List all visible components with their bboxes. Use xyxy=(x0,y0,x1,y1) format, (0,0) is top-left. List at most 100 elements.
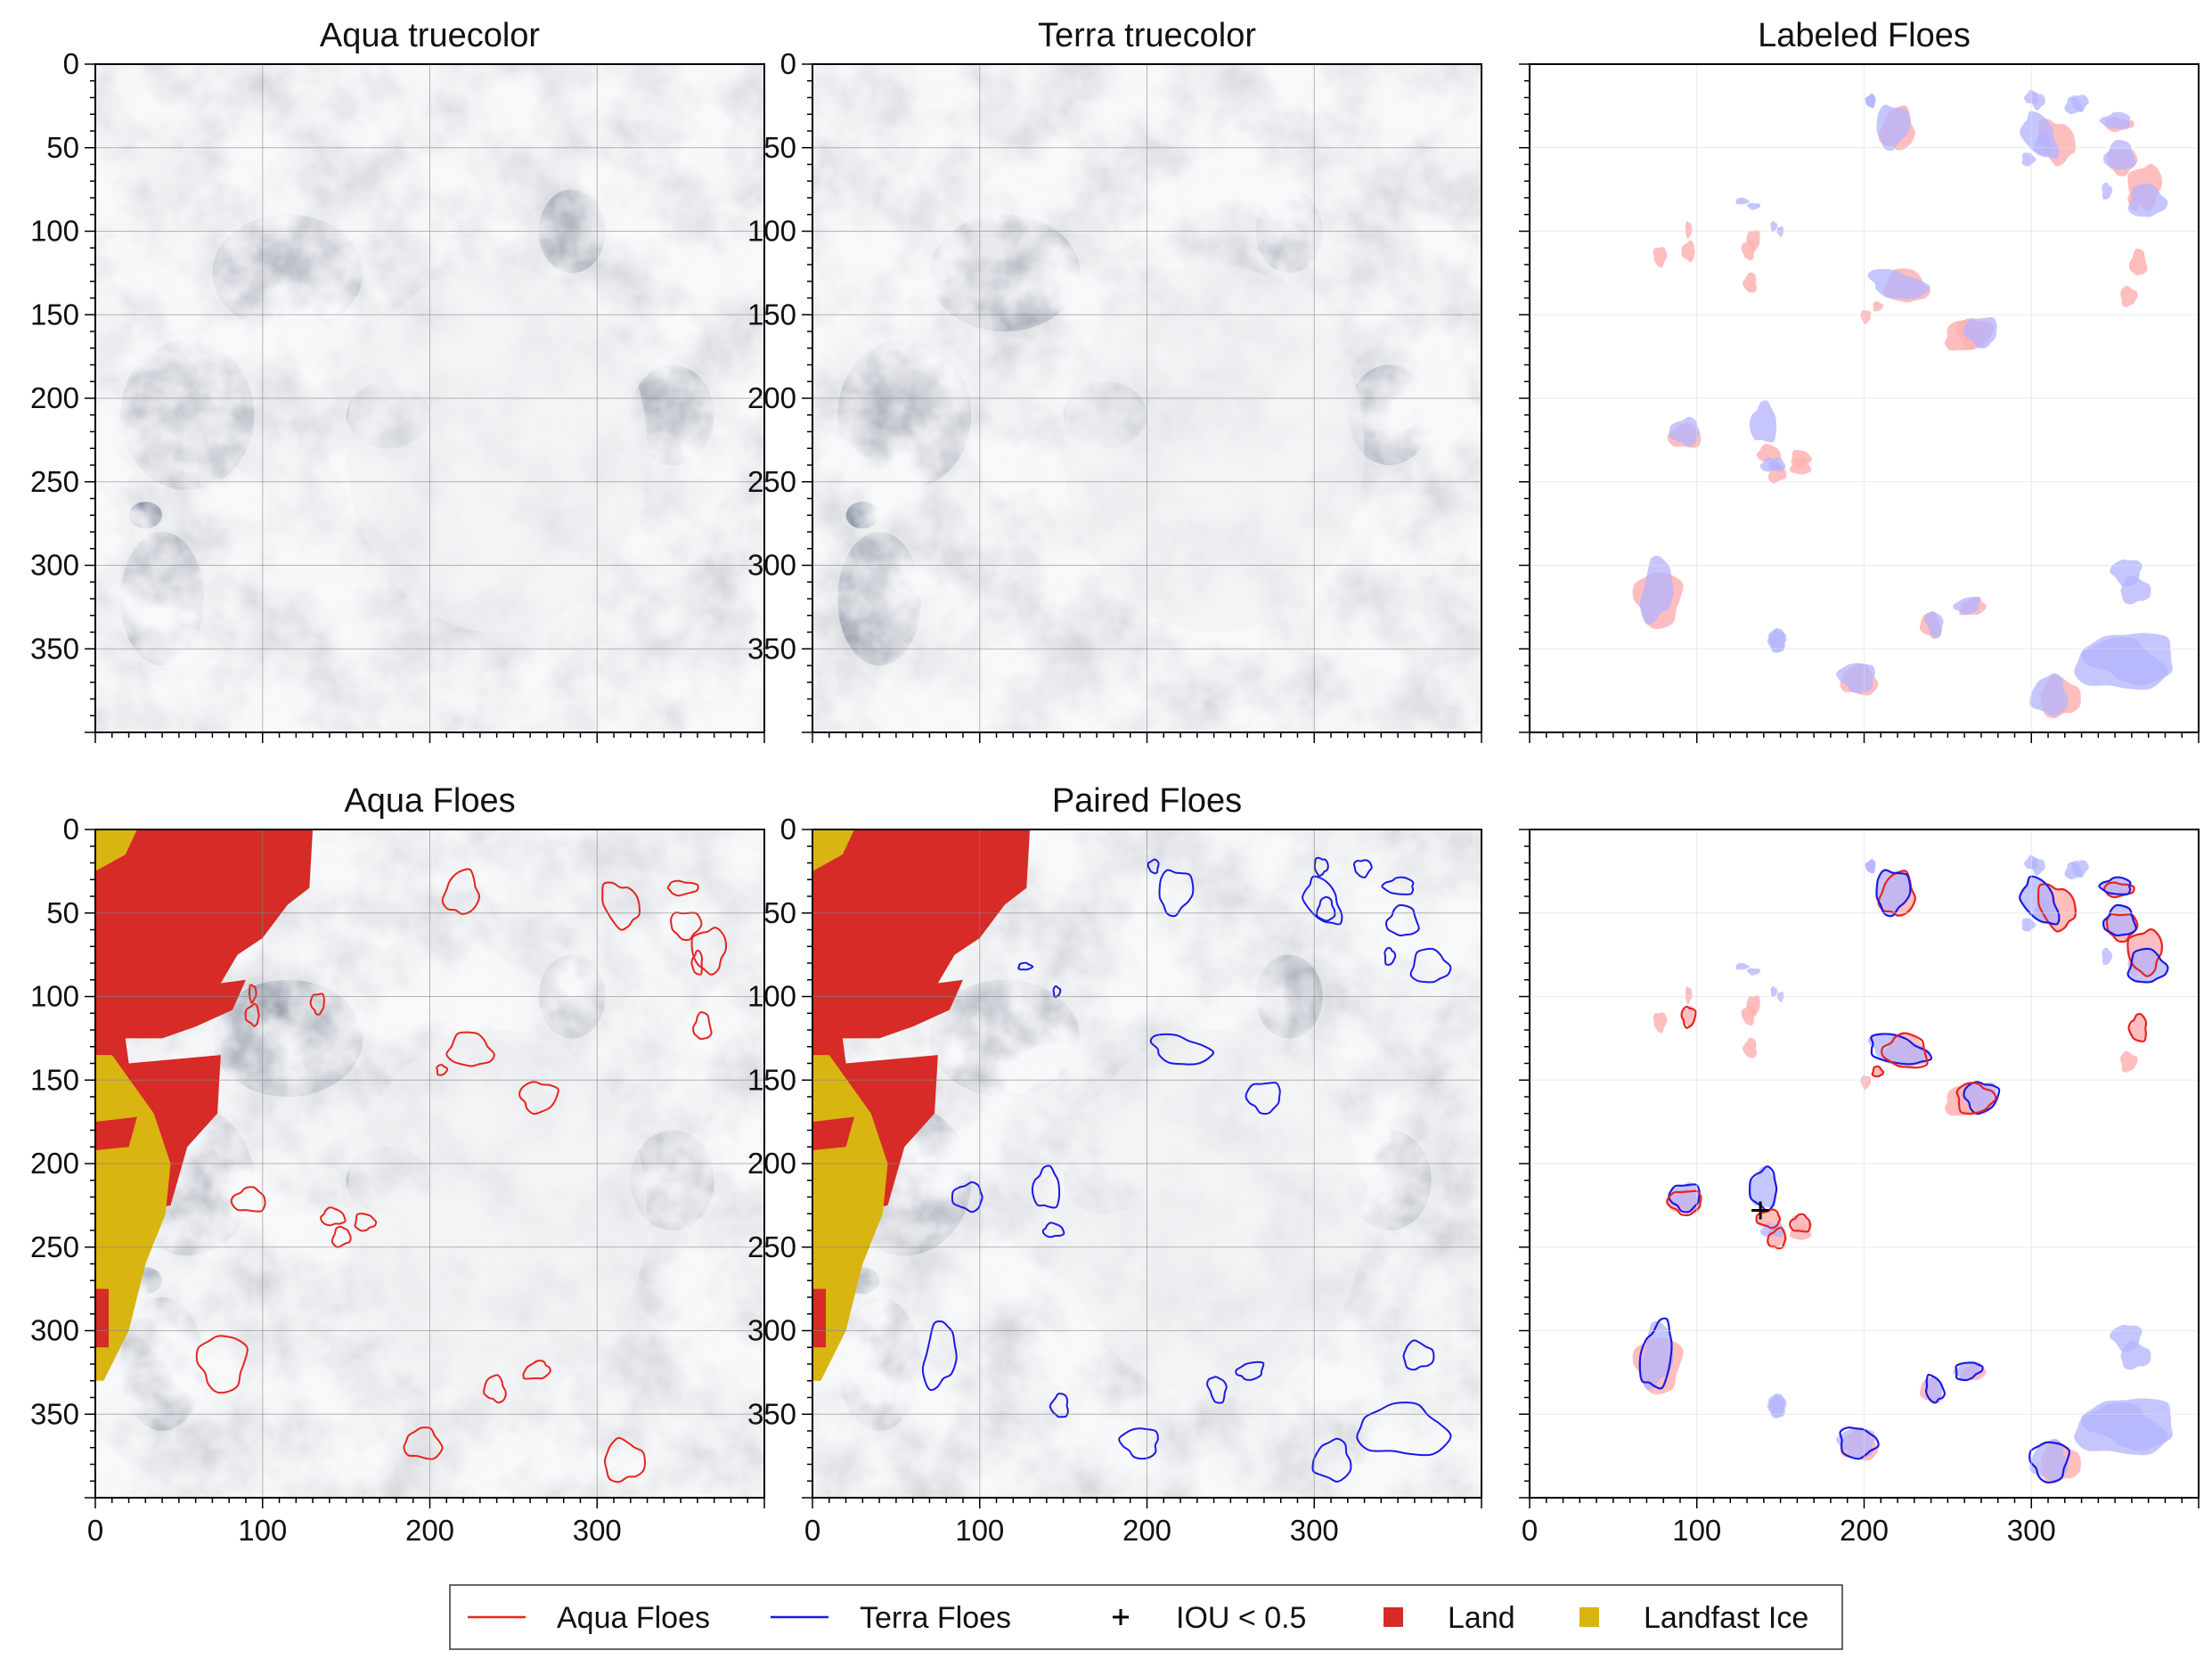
aqua-floe-fill xyxy=(1742,272,1758,293)
y-tick-label: 100 xyxy=(747,215,796,248)
terra-floe-outline xyxy=(1049,1393,1069,1418)
aqua-floe-fill xyxy=(1756,1209,1782,1228)
axis-ticks xyxy=(802,63,1482,743)
y-tick-label: 150 xyxy=(30,298,79,331)
terra-floe-fill xyxy=(2110,560,2143,587)
aqua-floe-fill xyxy=(2129,248,2148,276)
aqua-floe-outline xyxy=(230,1186,266,1213)
gridlines xyxy=(95,64,764,732)
aqua-floe-fill xyxy=(1681,240,1695,263)
terra-floe-outline xyxy=(1748,1165,1778,1213)
terra-floe-fill xyxy=(2110,1325,2143,1352)
terra-floe-fill xyxy=(2127,183,2168,217)
panel-title: Terra truecolor xyxy=(1038,17,1256,54)
aqua-floe-outline xyxy=(1767,1226,1787,1250)
aqua-floe-outline xyxy=(436,1064,449,1076)
panel-terra-truecolor: Terra truecolor 0 50 100 150 200 250 300 350 xyxy=(747,17,1482,743)
aqua-floe-fill xyxy=(1653,247,1668,268)
y-tick-label: 200 xyxy=(30,381,79,414)
aqua-floe-fill xyxy=(1746,230,1760,251)
y-tick-label: 200 xyxy=(30,1147,79,1180)
legend-square-swatch xyxy=(1579,1607,1599,1627)
y-tick-label: 50 xyxy=(46,131,79,164)
y-tick-label: 350 xyxy=(30,632,79,665)
legend: Aqua Floes Terra Floes IOU < 0.5 Land Landfa… xyxy=(449,1584,1843,1650)
terra-floe-outline xyxy=(1963,1081,2001,1115)
land-area xyxy=(95,1116,137,1150)
terra-floe-outline xyxy=(1313,856,1329,877)
axis-ticks xyxy=(85,63,765,743)
terra-floe-fill xyxy=(1768,1394,1787,1418)
legend-label: Landfast Ice xyxy=(1644,1601,1808,1635)
x-tick-label: 300 xyxy=(2007,1514,2056,1547)
panel-overlay-floes: 0 100 200 300 xyxy=(1519,829,2200,1547)
terra-floe-outline xyxy=(1924,1373,1947,1404)
axis-ticks xyxy=(85,829,765,1508)
terra-floe-outline xyxy=(1052,985,1062,998)
aqua-floe-outline xyxy=(2037,883,2077,933)
terra-floe-outline xyxy=(2102,903,2137,937)
aqua-floe-fill xyxy=(1741,1004,1756,1026)
x-tick-label: 200 xyxy=(1840,1514,1889,1547)
y-tick-label: 300 xyxy=(30,549,79,582)
legend-item: Aqua Floes xyxy=(468,1601,710,1635)
aqua-floe-outline xyxy=(2127,1012,2148,1042)
axis-ticks xyxy=(1519,63,2200,743)
y-tick-label: 350 xyxy=(30,1397,79,1430)
aqua-floe-outline xyxy=(601,881,641,931)
terra-floe-fill xyxy=(2029,673,2069,717)
aqua-floe-outline xyxy=(1666,1189,1702,1217)
gridlines xyxy=(95,829,764,1498)
terra-floe-fill xyxy=(1876,104,1911,151)
legend-item: IOU < 0.5 xyxy=(1113,1601,1306,1635)
terra-floe-outline xyxy=(1302,875,1343,926)
terra-floe-fill xyxy=(2081,633,2173,686)
x-tick-label: 100 xyxy=(238,1514,287,1547)
terra-floe-fill xyxy=(2099,111,2131,129)
land-mask xyxy=(812,829,1031,1381)
y-tick-label: 100 xyxy=(747,980,796,1013)
iou-marker xyxy=(1751,1201,1770,1220)
terra-floe-outline xyxy=(1017,961,1034,971)
panel-title: Aqua Floes xyxy=(344,782,515,820)
gridlines xyxy=(812,64,1481,732)
aqua-floe-outline xyxy=(690,927,728,976)
terra-floe-fill xyxy=(1639,555,1674,625)
aqua-floe-outline xyxy=(1755,1208,1782,1230)
panel-paired-floes: Paired Floes 0 50 100 150 200 250 300 350 0 100 200… xyxy=(747,782,1482,1547)
terra-floe-fill xyxy=(2029,1438,2069,1483)
y-tick-label: 200 xyxy=(747,381,796,414)
terra-floe-outline xyxy=(2028,1441,2071,1483)
bright-cloud-region xyxy=(346,264,648,633)
aqua-floe-fill xyxy=(1746,995,1760,1017)
y-tick-label: 350 xyxy=(747,632,796,665)
legend-plus-swatch xyxy=(1113,1609,1129,1625)
aqua-floe-outline xyxy=(445,1031,495,1067)
aqua-floe-fill xyxy=(1756,444,1782,462)
y-tick-label: 0 xyxy=(780,47,796,80)
bright-cloud-region xyxy=(346,1029,648,1398)
terra-floe-fill xyxy=(1770,985,1778,997)
terra-floe-outline xyxy=(2019,875,2061,926)
aqua-floe-fill xyxy=(2120,285,2138,307)
aqua-floe-fill xyxy=(1860,1075,1872,1090)
land-area xyxy=(812,1288,827,1348)
terra-floe-outline xyxy=(1402,1339,1435,1371)
terra-floe-fill xyxy=(1867,268,1931,299)
terra-floe-fill xyxy=(1768,629,1787,653)
x-tick-label: 300 xyxy=(573,1514,622,1547)
x-tick-label: 300 xyxy=(1290,1514,1339,1547)
legend-square-swatch xyxy=(1384,1607,1403,1627)
aqua-floe-outline xyxy=(1789,1213,1811,1233)
terra-floe-fill xyxy=(1749,400,1777,443)
axis-ticks xyxy=(1519,829,2200,1508)
aqua-floe-fill xyxy=(1685,221,1693,240)
aqua-floe-outline xyxy=(2105,913,2139,944)
legend-label: Land xyxy=(1448,1601,1515,1635)
panel-labeled-floes: Labeled Floes xyxy=(1519,17,2200,743)
y-tick-label: 250 xyxy=(747,465,796,498)
aqua-floe-fill xyxy=(1873,301,1884,312)
terra-floe-outline xyxy=(951,1181,984,1213)
legend-item: Land xyxy=(1384,1601,1515,1635)
bright-cloud-region xyxy=(1063,264,1365,633)
